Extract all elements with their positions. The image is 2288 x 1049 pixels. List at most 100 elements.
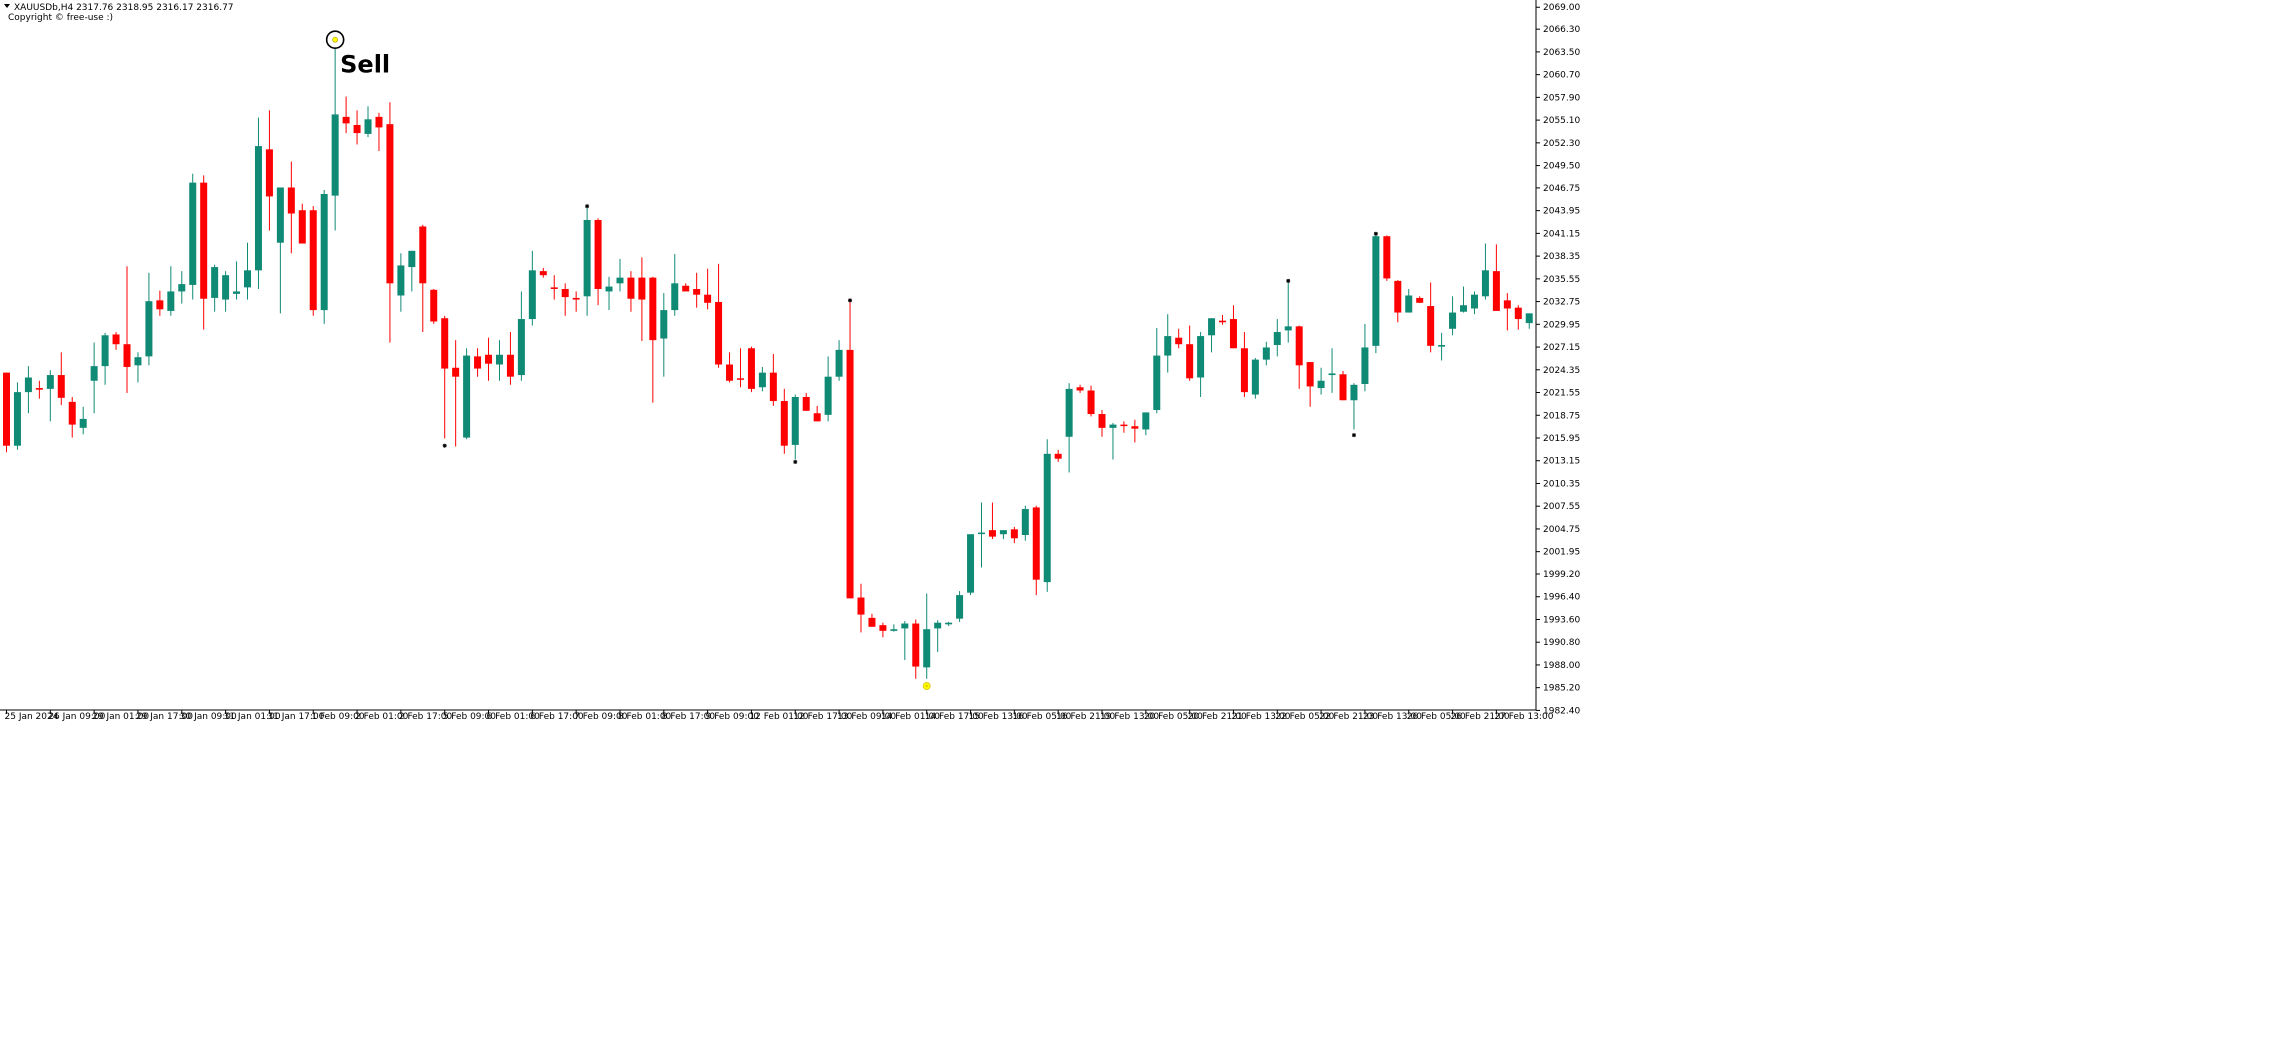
candle-body — [726, 364, 734, 381]
candle — [156, 290, 164, 316]
candle — [824, 356, 832, 422]
time-tick-label: 5 Feb 09:00 — [443, 712, 497, 722]
candle — [353, 110, 361, 145]
candle — [101, 332, 109, 385]
price-axis[interactable]: 2069.00 2066.30 2063.50 2060.70 2057.90 2055.… — [1536, 3, 1580, 716]
candle-body — [452, 367, 460, 377]
candles-layer — [3, 39, 1533, 679]
candle-body — [331, 114, 339, 196]
candle-body — [419, 226, 427, 284]
candle — [726, 352, 734, 383]
candle — [178, 271, 186, 304]
candle — [857, 583, 865, 633]
collapse-triangle-icon[interactable] — [4, 4, 10, 8]
markers-layer — [442, 204, 1378, 464]
candle-body — [1186, 344, 1194, 379]
candle — [1372, 233, 1380, 354]
candle-body — [1492, 271, 1500, 311]
candle — [846, 300, 854, 599]
candle-body — [441, 318, 449, 369]
time-tick-label: 22 Feb 05:00 — [1275, 712, 1334, 722]
candle-body — [1262, 347, 1270, 360]
candle — [331, 39, 339, 231]
price-tick-label: 2057.90 — [1543, 93, 1580, 103]
candle — [298, 203, 306, 244]
price-tick-label: 1990.80 — [1543, 638, 1580, 648]
time-tick-label: 8 Feb 01:00 — [618, 712, 672, 722]
candle-body — [813, 413, 821, 422]
candle-body — [46, 375, 54, 389]
candle — [1295, 325, 1303, 389]
candle — [1460, 286, 1468, 313]
candle — [1065, 383, 1073, 473]
time-tick-label: 2 Feb 01:00 — [355, 712, 409, 722]
candle — [276, 187, 284, 314]
candle-body — [1164, 336, 1172, 356]
candle — [1416, 296, 1424, 303]
candle-body — [1153, 355, 1161, 410]
candle — [1361, 323, 1369, 392]
candle — [1131, 419, 1139, 443]
candle-body — [835, 349, 843, 377]
candle — [68, 396, 76, 438]
candle-body — [1065, 388, 1073, 437]
price-tick-label: 2021.55 — [1543, 389, 1580, 399]
price-tick-label: 2046.75 — [1543, 184, 1580, 194]
candle-body — [485, 354, 493, 364]
candle-body — [572, 297, 580, 300]
candle — [57, 352, 65, 406]
candle-body — [857, 597, 865, 615]
candle — [254, 117, 262, 289]
candle — [1350, 383, 1358, 430]
candle-body — [24, 377, 32, 393]
candle — [1328, 348, 1336, 393]
symbol-quote-line: XAUUSDb,H4 2317.76 2318.95 2316.17 2316.… — [14, 3, 234, 13]
time-tick-label: 20 Feb 21:00 — [1188, 712, 1247, 722]
candle-body — [627, 277, 635, 299]
candle — [1142, 412, 1150, 436]
candle — [934, 620, 942, 652]
candle — [35, 380, 43, 399]
candle — [90, 342, 98, 414]
candle-body — [945, 622, 953, 625]
candle — [386, 102, 394, 343]
candle-body — [287, 187, 295, 214]
candle — [408, 250, 416, 292]
candle — [1306, 362, 1314, 407]
candle-body — [923, 629, 931, 668]
candle-body — [156, 300, 164, 310]
candle-body — [999, 530, 1007, 535]
candle-body — [211, 267, 219, 298]
time-tick-label: 9 Feb 09:00 — [706, 712, 760, 722]
candle-body — [583, 219, 591, 297]
candle — [485, 337, 493, 381]
sell-signal-label: Sell — [340, 51, 390, 79]
candle-body — [1350, 384, 1358, 401]
candle — [1394, 280, 1402, 323]
candle — [660, 293, 668, 377]
time-tick-label: 25 Jan 2024 — [5, 712, 59, 722]
fractal-star-marker — [442, 443, 447, 448]
candle-body — [1229, 319, 1237, 349]
candle-body — [134, 357, 142, 366]
candle-body — [1032, 507, 1040, 580]
time-tick-label: 13 Feb 09:00 — [837, 712, 896, 722]
candle — [901, 621, 909, 661]
candle — [112, 332, 120, 350]
candle — [419, 224, 427, 333]
price-tick-label: 2041.15 — [1543, 229, 1580, 239]
candle-body — [35, 388, 43, 390]
candle-body — [1010, 529, 1018, 539]
candle — [79, 406, 87, 435]
candle-body — [1328, 373, 1336, 376]
candle — [1197, 332, 1205, 397]
candle-body — [1109, 424, 1117, 428]
candle-body — [1481, 270, 1489, 297]
candle — [145, 272, 153, 366]
candle-body — [1405, 295, 1413, 313]
price-tick-label: 1993.60 — [1543, 615, 1580, 625]
time-tick-label: 14 Feb 01:00 — [881, 712, 940, 722]
